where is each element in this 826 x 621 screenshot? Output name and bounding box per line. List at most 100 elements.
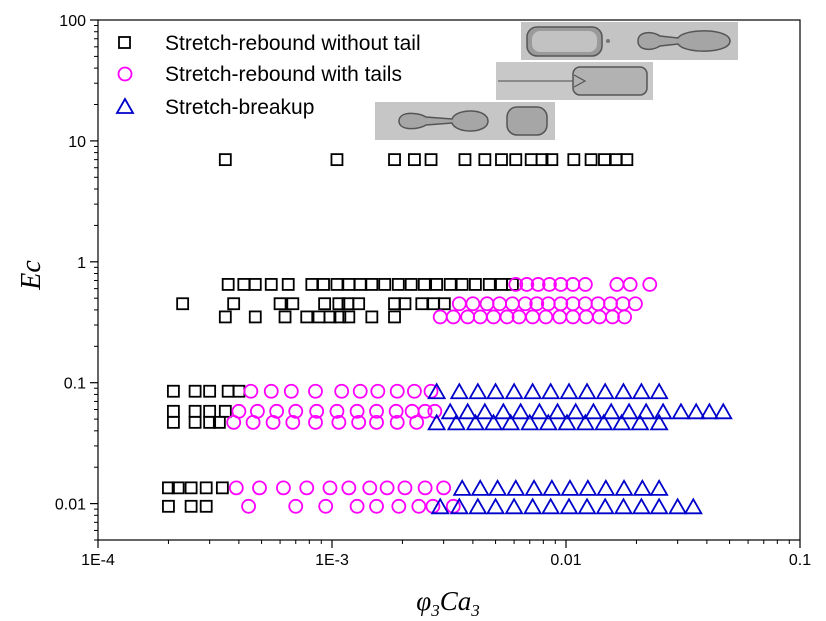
square-marker	[509, 153, 523, 167]
square-marker	[218, 153, 232, 167]
square-marker	[203, 384, 217, 398]
x-axis-title-sub1: 3	[430, 601, 440, 620]
circle-marker	[590, 296, 606, 312]
triangle-marker	[547, 402, 568, 420]
x-axis-title-ca: Ca	[440, 586, 472, 616]
circle-marker	[362, 480, 378, 496]
circle-marker	[530, 277, 546, 292]
triangle-marker	[632, 479, 652, 496]
triangle-marker	[559, 497, 579, 515]
triangle-marker	[613, 497, 634, 515]
plot-frame	[97, 19, 801, 541]
triangle-marker	[649, 479, 669, 496]
triangle-marker	[523, 382, 543, 400]
circle-marker	[369, 498, 384, 514]
circle-marker	[529, 296, 545, 312]
legend-marker-triangle	[115, 97, 135, 114]
legend-label-with-tails: Stretch-rebound with tails	[165, 63, 402, 86]
circle-marker	[565, 277, 581, 292]
triangle-marker	[631, 382, 651, 400]
circle-marker	[288, 498, 304, 514]
triangle-marker	[504, 497, 524, 515]
triangle-marker	[486, 497, 506, 515]
triangle-marker	[449, 382, 469, 400]
square-marker	[430, 278, 444, 291]
circle-marker	[538, 309, 554, 325]
circle-marker	[228, 480, 244, 496]
axis-ticks	[90, 19, 801, 548]
y-axis-title: Ec	[16, 260, 47, 291]
circle-marker	[417, 480, 433, 496]
triangle-marker	[501, 413, 521, 431]
square-marker	[388, 310, 401, 324]
circle-marker	[349, 403, 365, 419]
square-marker	[353, 278, 367, 291]
square-marker	[391, 278, 405, 291]
square-marker	[227, 297, 241, 311]
circle-marker	[622, 277, 638, 292]
circle-marker	[331, 414, 347, 430]
square-marker	[424, 153, 438, 167]
square-marker	[458, 153, 472, 167]
circle-marker	[308, 414, 323, 430]
triangle-marker	[506, 479, 526, 496]
triangle-marker	[575, 413, 595, 431]
square-marker	[203, 415, 217, 429]
square-marker	[365, 310, 379, 324]
circle-marker	[432, 309, 448, 325]
circle-marker	[517, 296, 533, 312]
square-marker	[188, 384, 202, 398]
triangle-marker	[523, 497, 543, 515]
x-axis-title-sub2: 3	[470, 601, 480, 620]
square-marker	[232, 384, 246, 398]
square-marker	[317, 278, 330, 291]
square-marker	[171, 481, 185, 495]
square-marker	[286, 297, 300, 311]
circle-marker	[349, 498, 365, 514]
triangle-marker	[560, 479, 580, 496]
square-marker	[278, 310, 292, 324]
circle-marker	[391, 498, 407, 514]
circle-marker	[427, 403, 443, 419]
circle-marker	[299, 480, 315, 496]
triangle-marker	[566, 402, 586, 420]
triangle-marker	[529, 402, 549, 420]
circle-marker	[436, 480, 452, 496]
square-marker	[332, 297, 346, 311]
triangle-marker	[440, 402, 460, 420]
square-marker	[620, 153, 634, 167]
square-marker	[237, 278, 251, 291]
triangle-marker	[520, 413, 540, 431]
triangle-marker	[649, 413, 669, 431]
triangle-marker	[475, 402, 495, 420]
square-marker	[281, 278, 295, 291]
circle-marker	[263, 383, 279, 399]
square-marker	[352, 297, 366, 311]
circle-marker	[252, 480, 267, 496]
square-marker	[330, 153, 344, 167]
square-marker	[333, 310, 347, 324]
square-marker	[218, 310, 232, 324]
circle-marker	[577, 277, 593, 292]
circle-marker	[511, 309, 527, 325]
square-marker	[567, 153, 581, 167]
triangle-marker	[595, 382, 615, 400]
circle-marker	[504, 296, 520, 312]
square-marker	[468, 278, 482, 291]
circle-marker	[552, 309, 568, 325]
circle-marker	[592, 309, 607, 325]
triangle-marker	[630, 413, 650, 431]
triangle-marker	[486, 382, 506, 400]
square-marker	[609, 153, 623, 167]
triangle-marker	[668, 497, 688, 515]
circle-marker	[409, 414, 425, 430]
circle-marker	[322, 480, 338, 496]
square-marker	[199, 481, 213, 495]
circle-marker	[309, 403, 325, 419]
circle-marker	[578, 309, 594, 325]
circle-marker	[542, 277, 557, 292]
square-marker	[478, 153, 492, 167]
circle-marker	[628, 296, 643, 312]
triangle-marker	[577, 497, 597, 515]
square-marker	[300, 310, 314, 324]
